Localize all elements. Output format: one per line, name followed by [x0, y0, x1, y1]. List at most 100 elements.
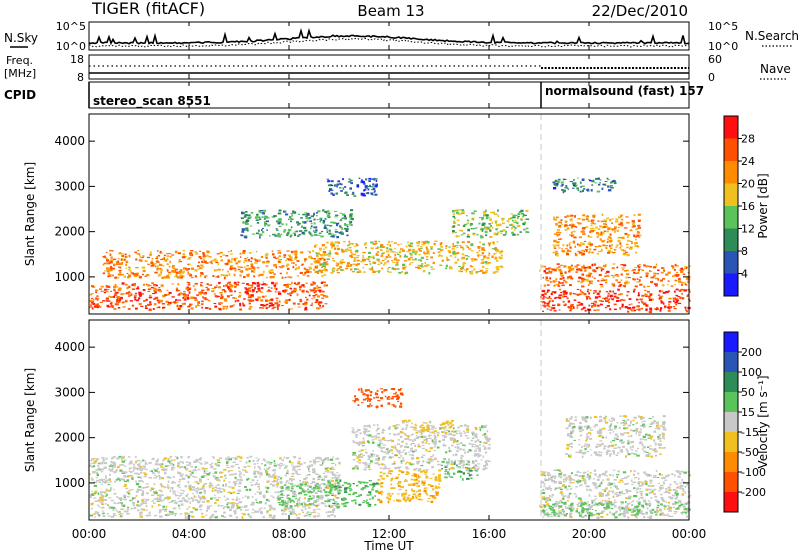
- power-echo-cell: [334, 210, 338, 212]
- velocity-echo-cell: [466, 427, 469, 430]
- power-echo-cell: [570, 267, 575, 270]
- velocity-echo-cell: [185, 495, 188, 497]
- power-echo-cell: [609, 186, 612, 189]
- power-colorbar-tick-label: 24: [741, 155, 755, 168]
- velocity-echo-cell: [336, 478, 339, 481]
- velocity-echo-cell: [259, 510, 263, 513]
- velocity-echo-cell: [329, 467, 332, 470]
- velocity-echo-cell: [336, 472, 339, 474]
- velocity-echo-cell: [312, 468, 316, 471]
- power-echo-cell: [268, 272, 272, 274]
- velocity-echo-cell: [119, 516, 123, 518]
- power-echo-cell: [387, 270, 389, 273]
- velocity-echo-cell: [309, 485, 312, 488]
- velocity-echo-cell: [121, 460, 125, 463]
- power-echo-cell: [556, 241, 560, 244]
- power-echo-cell: [555, 280, 558, 282]
- power-echo-cell: [624, 270, 628, 272]
- velocity-echo-cell: [140, 508, 144, 511]
- power-echo-cell: [120, 262, 124, 264]
- power-echo-cell: [548, 295, 551, 299]
- velocity-echo-cell: [265, 470, 269, 474]
- power-echo-cell: [287, 293, 289, 295]
- power-echo-cell: [160, 284, 164, 287]
- power-echo-cell: [177, 290, 181, 292]
- power-echo-cell: [555, 267, 559, 270]
- power-echo-cell: [625, 251, 628, 253]
- power-echo-cell: [163, 260, 166, 262]
- power-echo-cell: [582, 293, 585, 295]
- power-echo-cell: [188, 263, 191, 265]
- velocity-echo-cell: [322, 472, 326, 474]
- power-echo-cell: [633, 271, 636, 274]
- velocity-echo-cell: [91, 493, 94, 496]
- power-echo-cell: [321, 254, 324, 256]
- velocity-echo-cell: [252, 508, 255, 511]
- power-echo-cell: [490, 218, 492, 221]
- power-echo-cell: [325, 263, 329, 265]
- velocity-echo-cell: [132, 502, 134, 505]
- velocity-echo-cell: [329, 506, 333, 508]
- power-echo-cell: [466, 222, 470, 225]
- power-echo-cell: [667, 271, 671, 274]
- power-echo-cell: [653, 272, 657, 275]
- power-echo-cell: [104, 288, 107, 291]
- power-echo-cell: [639, 269, 643, 271]
- power-echo-cell: [622, 253, 625, 256]
- power-echo-cell: [246, 257, 249, 259]
- power-echo-cell: [270, 304, 273, 307]
- power-echo-cell: [308, 269, 310, 272]
- power-echo-cell: [545, 271, 549, 275]
- power-echo-cell: [364, 185, 368, 187]
- power-echo-cell: [203, 292, 207, 295]
- velocity-echo-cell: [172, 476, 175, 478]
- velocity-echo-cell: [438, 483, 441, 485]
- power-echo-cell: [265, 220, 269, 223]
- power-echo-cell: [593, 277, 596, 279]
- velocity-echo-cell: [230, 473, 234, 476]
- velocity-echo-cell: [288, 498, 291, 501]
- power-echo-cell: [315, 294, 318, 296]
- velocity-echo-cell: [171, 480, 175, 483]
- velocity-echo-cell: [234, 456, 238, 458]
- power-echo-cell: [285, 285, 289, 288]
- power-echo-cell: [520, 219, 523, 221]
- power-echo-cell: [578, 222, 582, 225]
- velocity-echo-cell: [154, 474, 156, 477]
- power-echo-cell: [166, 268, 169, 270]
- power-echo-cell: [386, 247, 389, 250]
- velocity-echo-cell: [95, 471, 99, 474]
- power-echo-cell: [452, 213, 455, 216]
- power-echo-cell: [136, 287, 140, 290]
- velocity-echo-cell: [173, 513, 177, 515]
- power-echo-cell: [265, 299, 268, 302]
- power-echo-cell: [337, 180, 341, 183]
- power-echo-cell: [636, 272, 640, 275]
- velocity-echo-cell: [102, 458, 105, 461]
- power-echo-cell: [317, 257, 320, 260]
- power-echo-cell: [590, 230, 593, 233]
- velocity-echo-cell: [395, 424, 399, 426]
- velocity-echo-cell: [458, 470, 462, 472]
- velocity-echo-cell: [375, 458, 379, 461]
- velocity-echo-cell: [316, 500, 319, 503]
- power-echo-cell: [576, 288, 580, 290]
- power-echo-cell: [289, 276, 293, 279]
- power-echo-cell: [410, 255, 413, 257]
- power-echo-cell: [324, 269, 328, 272]
- velocity-echo-cell: [157, 459, 159, 461]
- velocity-echo-cell: [275, 483, 279, 486]
- power-echo-cell: [675, 294, 679, 297]
- velocity-echo-cell: [159, 478, 161, 480]
- power-echo-cell: [265, 303, 269, 306]
- velocity-echo-cell: [272, 507, 276, 511]
- power-echo-cell: [293, 250, 297, 252]
- power-echo-cell: [346, 264, 350, 267]
- power-echo-cell: [353, 253, 356, 256]
- power-echo-cell: [561, 284, 565, 287]
- velocity-echo-cell: [179, 513, 183, 515]
- power-echo-cell: [297, 235, 300, 237]
- power-echo-cell: [620, 299, 623, 301]
- velocity-echo-cell: [99, 478, 103, 481]
- velocity-echo-cell: [221, 488, 225, 490]
